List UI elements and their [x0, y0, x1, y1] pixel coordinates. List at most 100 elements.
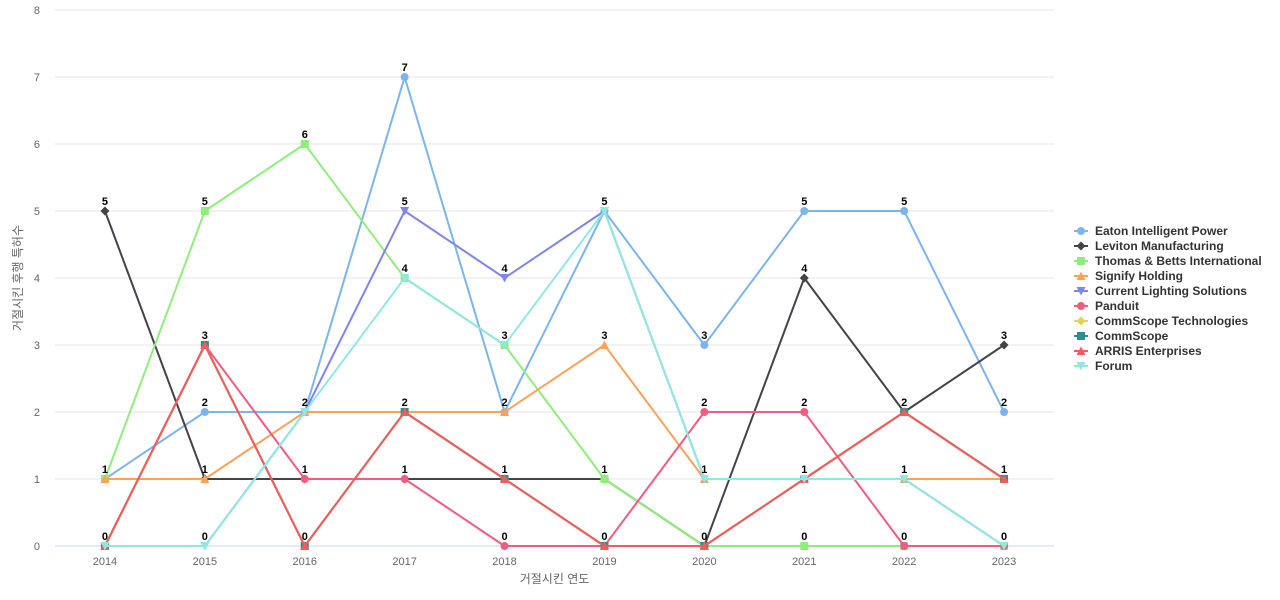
data-point[interactable] — [300, 475, 309, 483]
y-tick-label: 6 — [34, 139, 40, 151]
data-label: 5 — [601, 196, 607, 208]
legend-item[interactable]: Signify Holding — [1074, 269, 1183, 283]
data-point[interactable] — [800, 207, 809, 215]
data-point[interactable] — [900, 542, 909, 550]
series-line[interactable] — [104, 143, 1005, 547]
legend-item[interactable]: Leviton Manufacturing — [1074, 239, 1224, 253]
series-line[interactable] — [104, 344, 1005, 547]
x-tick-label: 2019 — [592, 556, 616, 568]
data-point[interactable] — [100, 542, 110, 551]
legend-symbol[interactable] — [1077, 302, 1085, 310]
legend-symbol[interactable] — [1077, 227, 1085, 235]
data-label: 5 — [102, 196, 108, 208]
legend-symbol[interactable] — [1077, 332, 1085, 340]
legend-item[interactable]: Eaton Intelligent Power — [1074, 224, 1228, 238]
legend-item[interactable]: Panduit — [1074, 299, 1139, 313]
legend-symbol[interactable] — [1076, 346, 1086, 356]
data-point[interactable] — [300, 408, 310, 417]
data-point[interactable] — [699, 475, 709, 484]
data-point[interactable] — [200, 408, 209, 416]
series-line[interactable] — [104, 344, 1005, 547]
data-label: 5 — [402, 196, 408, 208]
data-label: 5 — [801, 196, 807, 208]
legend-item[interactable]: CommScope — [1074, 329, 1169, 343]
data-point[interactable] — [400, 207, 410, 216]
legend-symbol[interactable] — [1076, 287, 1086, 296]
data-point[interactable] — [100, 206, 110, 216]
series-line[interactable] — [104, 344, 1005, 547]
y-axis-title: 거절시킨 후행 특허수 — [10, 225, 25, 331]
series — [100, 341, 1009, 550]
legend-symbol[interactable] — [1076, 362, 1086, 371]
legend-symbol[interactable] — [1077, 257, 1085, 265]
data-point[interactable] — [500, 341, 510, 350]
data-point[interactable] — [700, 408, 709, 416]
legend-item[interactable]: ARRIS Enterprises — [1074, 344, 1202, 358]
legend-item[interactable]: Forum — [1074, 359, 1132, 373]
data-point[interactable] — [599, 340, 609, 350]
data-point[interactable] — [800, 542, 809, 550]
x-tick-label: 2020 — [692, 556, 716, 568]
data-label: 2 — [501, 397, 507, 409]
data-label: 3 — [501, 330, 507, 342]
series-line[interactable] — [104, 344, 1005, 547]
data-point[interactable] — [599, 207, 609, 216]
data-label: 2 — [901, 397, 907, 409]
data-label: 0 — [102, 531, 108, 543]
data-point[interactable] — [799, 273, 809, 283]
data-point[interactable] — [700, 341, 709, 349]
data-point[interactable] — [899, 407, 909, 417]
data-point[interactable] — [200, 340, 210, 350]
legend-item[interactable]: Current Lighting Solutions — [1074, 284, 1247, 298]
data-point[interactable] — [300, 140, 309, 148]
y-tick-label: 5 — [34, 206, 40, 218]
data-point[interactable] — [999, 542, 1009, 551]
data-point[interactable] — [500, 474, 510, 484]
data-point[interactable] — [500, 542, 509, 550]
legend-label: Panduit — [1095, 299, 1139, 313]
x-tick-label: 2014 — [93, 556, 117, 568]
data-point[interactable] — [800, 408, 809, 416]
data-label: 0 — [1001, 531, 1007, 543]
data-label: 0 — [701, 531, 707, 543]
data-label: 3 — [202, 330, 208, 342]
data-point[interactable] — [200, 542, 210, 551]
data-point[interactable] — [200, 474, 210, 484]
data-point[interactable] — [400, 407, 410, 417]
data-point[interactable] — [599, 541, 609, 551]
data-point[interactable] — [999, 474, 1009, 484]
data-point[interactable] — [1000, 408, 1009, 416]
data-label: 3 — [601, 330, 607, 342]
data-point[interactable] — [400, 274, 410, 283]
data-point[interactable] — [999, 340, 1009, 350]
legend-symbol[interactable] — [1076, 271, 1086, 281]
data-point[interactable] — [899, 475, 909, 484]
data-point[interactable] — [799, 475, 809, 484]
data-label: 1 — [102, 464, 108, 476]
legend-label: Current Lighting Solutions — [1095, 284, 1247, 298]
legend-item[interactable]: CommScope Technologies — [1074, 314, 1248, 328]
data-point[interactable] — [600, 475, 609, 483]
legend-symbol[interactable] — [1076, 241, 1086, 251]
data-point[interactable] — [400, 73, 409, 81]
legend-item[interactable]: Thomas & Betts International — [1074, 254, 1262, 268]
data-label: 4 — [801, 263, 808, 275]
data-point[interactable] — [500, 407, 510, 417]
data-label: 4 — [501, 263, 508, 275]
data-label: 1 — [701, 464, 707, 476]
series — [100, 340, 1009, 551]
legend-symbol[interactable] — [1076, 316, 1086, 326]
data-point[interactable] — [100, 474, 110, 484]
data-point[interactable] — [699, 541, 709, 551]
data-label: 1 — [302, 464, 308, 476]
data-point[interactable] — [300, 541, 310, 551]
data-label: 2 — [1001, 397, 1007, 409]
legend-label: ARRIS Enterprises — [1095, 344, 1202, 358]
data-point[interactable] — [900, 207, 909, 215]
data-point[interactable] — [200, 207, 209, 215]
series-line[interactable] — [104, 210, 1005, 547]
data-point[interactable] — [400, 475, 409, 483]
data-point[interactable] — [500, 274, 510, 283]
